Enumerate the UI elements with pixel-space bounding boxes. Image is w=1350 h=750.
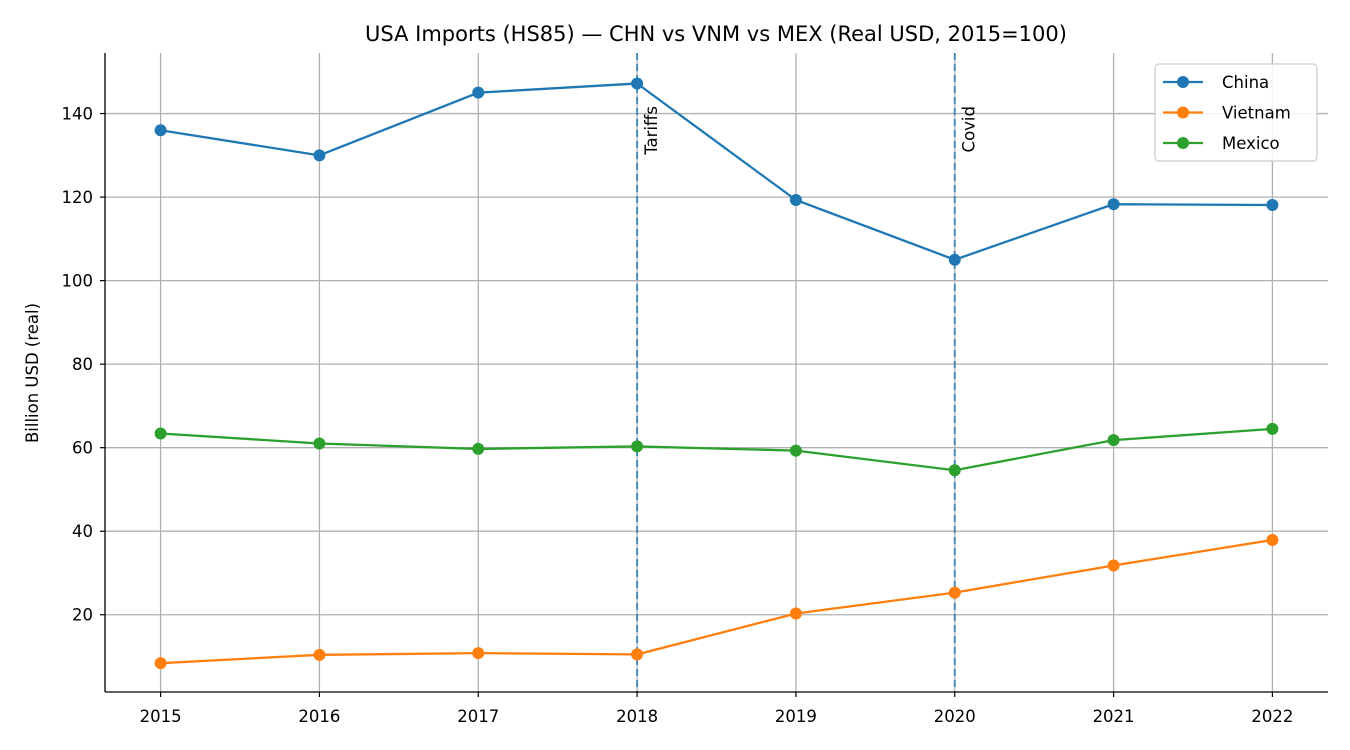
data-point [948,464,961,477]
data-point [948,253,961,266]
data-point [1266,533,1279,546]
y-tick-label: 60 [72,439,93,458]
x-tick-label: 2019 [775,707,817,726]
data-point [789,194,802,207]
data-point [1266,199,1279,212]
y-tick-label: 80 [72,355,93,374]
legend-label: China [1222,73,1269,92]
y-tick-label: 120 [62,188,94,207]
legend-marker [1177,137,1189,149]
annotation-label: Tariffs [642,106,661,156]
y-tick-label: 40 [72,522,93,541]
series-line [160,427,1273,472]
data-point [313,648,326,661]
data-point [154,427,167,440]
y-axis-ticks: 20 40 60 80 100 120 140 [62,105,105,625]
series-mexico [154,422,1279,477]
legend-box [1154,63,1318,162]
data-point [154,657,167,670]
data-point [789,444,802,457]
x-tick-label: 2016 [298,707,340,726]
axes [104,53,1328,693]
x-tick-label: 2022 [1251,707,1293,726]
series-group [154,77,1279,670]
y-tick-label: 20 [72,606,93,625]
x-tick-label: 2015 [140,707,182,726]
data-point [1266,422,1279,435]
data-point [472,86,485,99]
data-point [1107,434,1120,447]
data-point [313,437,326,450]
data-point [1107,198,1120,211]
data-point [789,607,802,620]
x-tick-label: 2018 [616,707,658,726]
data-point [154,124,167,137]
series-vietnam [154,533,1279,670]
data-point [948,586,961,599]
data-point [631,77,644,90]
x-axis-ticks: 2015 2016 2017 2018 2019 2020 2021 2022 [140,692,1293,726]
annotation-lines: Tariffs Covid [636,53,979,692]
legend-marker [1177,106,1189,119]
legend-label: Vietnam [1222,104,1291,123]
series-line [160,82,1273,261]
legend-marker [1177,76,1189,88]
x-tick-label: 2017 [457,707,499,726]
data-point [313,149,326,162]
data-point [1107,559,1120,572]
series-china [154,77,1279,266]
y-axis-label: Billion USD (real) [23,303,42,443]
legend: China Vietnam Mexico [1154,63,1318,162]
chart-title: USA Imports (HS85) — CHN vs VNM vs MEX (… [365,22,1067,46]
x-tick-label: 2021 [1093,707,1135,726]
y-tick-label: 140 [62,105,94,124]
data-point [631,440,644,453]
x-tick-label: 2020 [934,707,976,726]
legend-label: Mexico [1222,134,1280,153]
y-tick-label: 100 [62,272,94,291]
annotation-label: Covid [960,106,979,152]
series-line [160,538,1273,665]
data-point [631,648,644,661]
data-point [472,442,485,455]
data-point [472,647,485,660]
grid-lines [105,53,1328,692]
